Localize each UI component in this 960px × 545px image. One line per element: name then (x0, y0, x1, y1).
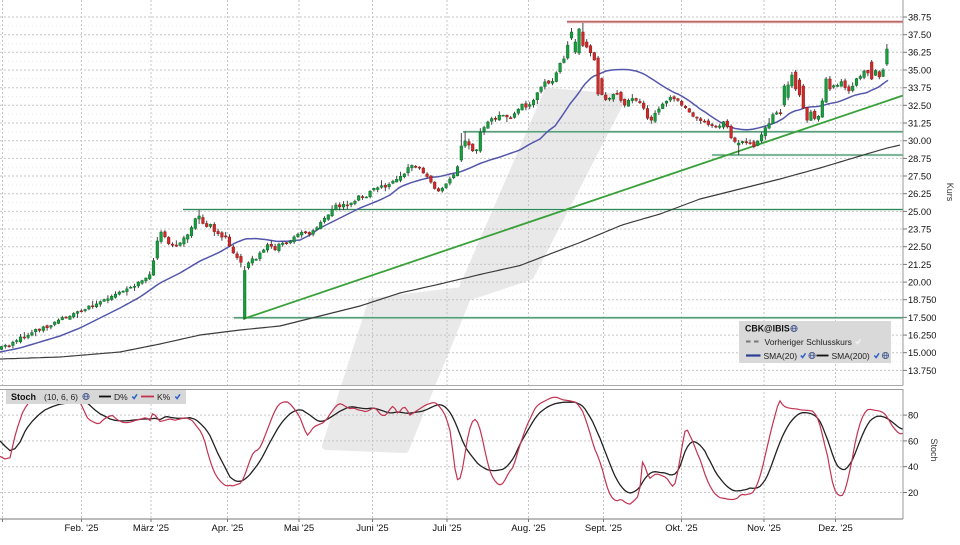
svg-text:60: 60 (908, 436, 918, 446)
svg-text:27.50: 27.50 (908, 171, 931, 181)
svg-text:20: 20 (908, 488, 918, 498)
svg-text:38.75: 38.75 (908, 12, 931, 22)
svg-text:28.75: 28.75 (908, 154, 931, 164)
svg-text:SMA(200): SMA(200) (832, 351, 870, 361)
svg-text:36.25: 36.25 (908, 48, 931, 58)
svg-text:80: 80 (908, 411, 918, 421)
svg-text:26.25: 26.25 (908, 189, 931, 199)
svg-text:SMA(20): SMA(20) (764, 351, 798, 361)
svg-text:März '25: März '25 (133, 523, 169, 534)
svg-text:30.00: 30.00 (908, 136, 931, 146)
svg-text:20.00: 20.00 (908, 277, 931, 287)
svg-text:CBK@IBIS: CBK@IBIS (745, 324, 790, 334)
svg-text:Feb. '25: Feb. '25 (64, 523, 98, 534)
svg-text:31.25: 31.25 (908, 118, 931, 128)
svg-text:Aug. '25: Aug. '25 (511, 523, 546, 534)
svg-text:13.750: 13.750 (908, 366, 936, 376)
svg-text:Juni '25: Juni '25 (356, 523, 388, 534)
svg-text:Sept. '25: Sept. '25 (585, 523, 622, 534)
svg-text:25.00: 25.00 (908, 207, 931, 217)
svg-text:35.00: 35.00 (908, 65, 931, 75)
svg-text:21.25: 21.25 (908, 260, 931, 270)
svg-text:Juli '25: Juli '25 (432, 523, 461, 534)
svg-text:23.75: 23.75 (908, 224, 931, 234)
svg-text:Apr. '25: Apr. '25 (212, 523, 244, 534)
svg-text:Nov. '25: Nov. '25 (747, 523, 781, 534)
svg-text:(10, 6, 6): (10, 6, 6) (44, 392, 78, 402)
svg-text:33.75: 33.75 (908, 83, 931, 93)
svg-text:22.50: 22.50 (908, 242, 931, 252)
svg-text:D%: D% (114, 392, 128, 402)
svg-text:37.50: 37.50 (908, 30, 931, 40)
svg-text:18.750: 18.750 (908, 295, 936, 305)
svg-text:Mai '25: Mai '25 (284, 523, 314, 534)
svg-text:40: 40 (908, 462, 918, 472)
svg-text:16.250: 16.250 (908, 331, 936, 341)
svg-text:17.500: 17.500 (908, 313, 936, 323)
svg-text:Stoch: Stoch (11, 392, 36, 402)
svg-text:Kurs: Kurs (945, 183, 955, 202)
svg-text:32.50: 32.50 (908, 101, 931, 111)
svg-text:Vorheriger Schlusskurs: Vorheriger Schlusskurs (765, 337, 852, 347)
svg-text:Dez. '25: Dez. '25 (818, 523, 853, 534)
svg-text:K%: K% (157, 392, 171, 402)
svg-text:Okt. '25: Okt. '25 (665, 523, 697, 534)
svg-text:Stoch: Stoch (929, 438, 939, 461)
svg-text:15.000: 15.000 (908, 348, 936, 358)
